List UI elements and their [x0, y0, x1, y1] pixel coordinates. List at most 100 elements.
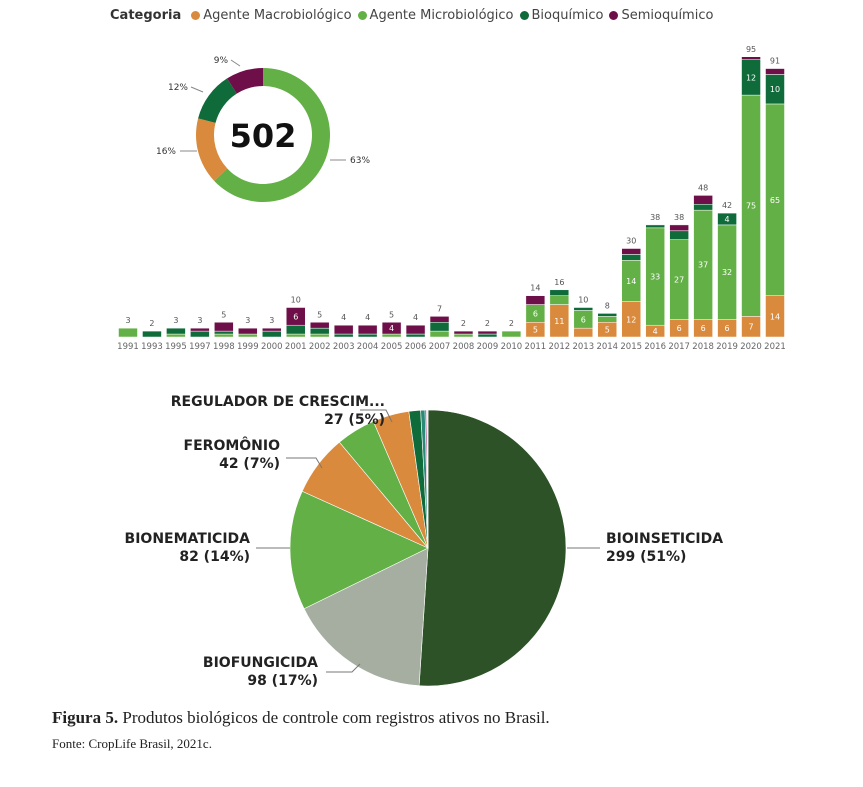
bar-segment-label: 14: [626, 277, 636, 286]
bar-segment: [238, 327, 258, 335]
bar-segment: [693, 204, 713, 211]
chart-legend: Categoria Agente Macrobiológico Agente M…: [110, 8, 713, 23]
bar-segment: [501, 330, 522, 338]
donut-slice-label: 63%: [350, 156, 370, 166]
bar-segment: [333, 324, 354, 335]
pie-slice-label: BIOINSETICIDA: [606, 531, 723, 547]
bar-segment: [549, 289, 570, 296]
bar-total-label: 10: [291, 296, 301, 305]
bar-segment-label: 7: [748, 323, 753, 332]
bar-total-label: 5: [389, 310, 394, 319]
bar-segment: [741, 56, 761, 60]
bar-total-label: 16: [554, 278, 564, 287]
donut-slice-label: 16%: [156, 147, 176, 157]
bar-segment: [477, 333, 498, 338]
bar-total-label: 2: [461, 319, 466, 328]
bar-segment: [549, 295, 570, 305]
legend-item-semioquimico: Semioquímico: [609, 8, 713, 23]
bar-segment: [573, 327, 594, 338]
legend-item-macro: Agente Macrobiológico: [191, 8, 352, 23]
bar-segment: [429, 316, 450, 323]
bar-segment: [309, 333, 330, 338]
bar-segment: [118, 327, 138, 338]
leader-line: [230, 59, 241, 67]
donut-slice-label: 12%: [168, 83, 188, 93]
bar-total-label: 42: [722, 201, 732, 210]
pie-slice: [426, 409, 429, 549]
x-tick-label: 2014: [596, 342, 618, 352]
bar-segment-label: 5: [605, 326, 610, 335]
bar-segment: [621, 254, 641, 261]
pie-slice-value: 82 (14%): [179, 549, 250, 565]
bar-segment-label: 6: [581, 315, 586, 324]
x-tick-label: 2004: [357, 342, 379, 352]
donut-slice-label: 9%: [214, 56, 229, 66]
bar-segment: [262, 327, 282, 332]
donut-slice: [214, 68, 330, 202]
bar-total-label: 2: [149, 319, 154, 328]
pie-slice-value: 299 (51%): [606, 549, 686, 565]
bar-segment-label: 11: [554, 317, 564, 326]
bar-segment-label: 6: [677, 324, 682, 333]
bar-segment: [285, 324, 306, 335]
legend-label: Bioquímico: [531, 8, 604, 23]
bar-segment-label: 75: [746, 202, 756, 211]
bar-segment: [309, 322, 330, 329]
pie-leader-line: [286, 457, 323, 469]
x-tick-label: 2002: [309, 342, 331, 352]
bar-segment-label: 4: [653, 327, 658, 336]
donut-slice: [198, 78, 237, 123]
bar-total-label: 95: [746, 45, 756, 54]
bar-segment-label: 4: [725, 215, 730, 224]
legend-title: Categoria: [110, 8, 182, 23]
caption-text: Produtos biológicos de controle com regi…: [118, 708, 550, 727]
legend-label: Agente Microbiológico: [369, 8, 514, 23]
bar-segment: [453, 330, 474, 335]
bar-segment: [190, 327, 210, 332]
x-tick-label: 1995: [165, 342, 187, 352]
bar-segment: [429, 322, 450, 332]
bar-segment-label: 5: [533, 326, 538, 335]
bar-total-label: 3: [125, 316, 130, 325]
legend-item-bioquimico: Bioquímico: [519, 8, 604, 23]
x-tick-label: 2003: [333, 342, 355, 352]
bar-segment: [573, 307, 594, 311]
pie-slice-value: 98 (17%): [247, 673, 318, 689]
x-tick-label: 2013: [572, 342, 594, 352]
pie-slice-label: REGULADOR DE CRESCIM...: [171, 394, 385, 410]
bar-segment-label: 6: [725, 324, 730, 333]
bar-segment-label: 65: [770, 196, 780, 205]
bar-segment: [429, 330, 450, 338]
x-tick-label: 2010: [501, 342, 523, 352]
bar-total-label: 2: [509, 319, 514, 328]
figure-caption: Figura 5. Produtos biológicos de control…: [52, 708, 550, 728]
legend-label: Semioquímico: [621, 8, 714, 23]
bar-segment: [621, 248, 641, 255]
pie-slice: [418, 409, 567, 687]
bar-segment-label: 6: [533, 309, 538, 318]
donut-slice: [196, 118, 228, 181]
donut-slice: [227, 68, 263, 94]
bar-total-label: 8: [605, 301, 610, 310]
x-tick-label: 1991: [117, 342, 139, 352]
bar-segment-label: 33: [650, 273, 660, 282]
x-tick-label: 2006: [405, 342, 427, 352]
pie-slice-value: 27 (5%): [324, 412, 385, 428]
bar-segment-label: 4: [389, 324, 394, 333]
bar-segment: [381, 322, 402, 335]
bar-total-label: 38: [674, 213, 684, 222]
bar-total-label: 48: [698, 183, 708, 192]
pie-slice-value: 42 (7%): [219, 456, 280, 472]
pie-slice: [303, 547, 429, 687]
pie-leader-line: [360, 409, 393, 423]
x-tick-label: 2012: [549, 342, 571, 352]
bar-segment: [166, 327, 186, 335]
legend-label: Agente Macrobiológico: [203, 8, 352, 23]
bar-segment: [405, 324, 426, 335]
bar-segment: [309, 327, 330, 335]
donut-center-total: 502: [230, 117, 297, 155]
figure-source: Fonte: CropLife Brasil, 2021c.: [52, 736, 212, 751]
bar-segment: [765, 68, 785, 75]
bar-segment-label: 12: [746, 73, 756, 82]
